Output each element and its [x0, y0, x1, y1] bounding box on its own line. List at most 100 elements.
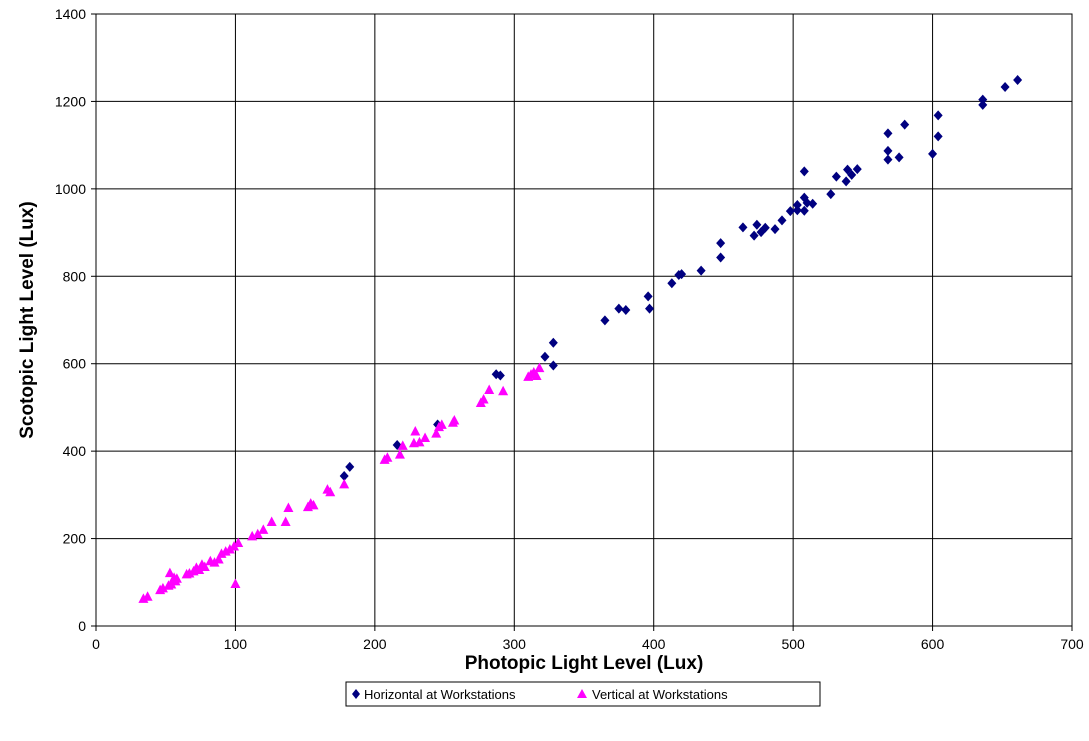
horizontal-data-point: [614, 303, 624, 314]
horizontal-data-point: [883, 145, 893, 156]
horizontal-data-point: [770, 224, 780, 235]
vertical-data-point: [280, 516, 291, 526]
vertical-data-point: [194, 564, 205, 575]
vertical-data-point: [420, 432, 431, 443]
y-tick-label: 1400: [55, 6, 86, 22]
horizontal-data-point: [1013, 75, 1023, 86]
horizontal-data-point: [777, 215, 787, 226]
vertical-data-point: [498, 385, 509, 396]
data-points: [138, 75, 1023, 603]
vertical-data-point: [209, 557, 220, 567]
horizontal-data-point: [883, 128, 893, 139]
horizontal-data-point: [339, 471, 349, 482]
x-tick-label: 200: [363, 636, 387, 652]
horizontal-data-point: [900, 119, 910, 130]
vertical-data-point: [199, 561, 210, 571]
vertical-data-point: [531, 370, 542, 380]
vertical-data-point: [478, 394, 489, 404]
horizontal-data-point: [600, 315, 610, 326]
horizontal-data-point: [677, 269, 687, 280]
horizontal-data-point: [621, 304, 631, 315]
vertical-data-point: [414, 436, 425, 447]
vertical-data-point: [397, 440, 408, 450]
vertical-data-point: [213, 554, 224, 564]
horizontal-data-point: [716, 238, 726, 249]
horizontal-data-point: [345, 461, 355, 472]
horizontal-data-point: [716, 252, 726, 263]
vertical-data-point: [339, 478, 350, 489]
y-tick-label: 1000: [55, 181, 86, 197]
vertical-data-point: [325, 486, 336, 497]
legend-label-horizontal: Horizontal at Workstations: [364, 687, 516, 702]
vertical-data-point: [534, 362, 545, 373]
horizontal-data-point: [808, 198, 818, 209]
vertical-data-point: [431, 428, 442, 438]
vertical-data-point: [171, 573, 182, 583]
vertical-data-point: [230, 578, 241, 589]
y-tick-label: 200: [63, 531, 87, 547]
horizontal-data-point: [548, 360, 558, 371]
horizontal-data-point: [933, 110, 943, 121]
horizontal-data-point: [799, 205, 809, 216]
vertical-data-point: [142, 591, 153, 601]
y-tick-label: 400: [63, 443, 87, 459]
horizontal-data-point: [738, 222, 748, 233]
legend-marker-horizontal: [352, 689, 360, 699]
vertical-data-point: [258, 524, 269, 534]
horizontal-data-point: [799, 166, 809, 177]
vertical-data-point: [224, 544, 235, 554]
x-tick-label: 400: [642, 636, 666, 652]
x-tick-label: 0: [92, 636, 100, 652]
plot-area-border: [95, 13, 1073, 627]
chart-legend: Horizontal at Workstations Vertical at W…: [345, 681, 821, 707]
horizontal-data-point: [933, 131, 943, 142]
vertical-data-point: [436, 419, 447, 429]
horizontal-data-point: [841, 176, 851, 187]
vertical-data-point: [394, 449, 405, 459]
vertical-data-point: [164, 567, 175, 578]
horizontal-data-point: [883, 154, 893, 165]
x-tick-label: 700: [1060, 636, 1084, 652]
y-tick-label: 1200: [55, 93, 86, 109]
vertical-data-point: [382, 452, 393, 462]
horizontal-data-point: [928, 148, 938, 159]
vertical-data-point: [410, 425, 421, 436]
horizontal-data-point: [847, 169, 857, 180]
vertical-data-point: [233, 537, 244, 547]
legend-marker-vertical: [577, 689, 587, 698]
x-tick-label: 500: [781, 636, 805, 652]
horizontal-data-point: [826, 189, 836, 200]
vertical-data-point: [449, 415, 460, 425]
vertical-data-point: [283, 502, 294, 512]
horizontal-data-point: [696, 265, 706, 276]
horizontal-data-point: [548, 337, 558, 348]
horizontal-data-point: [645, 303, 655, 314]
vertical-data-point: [157, 582, 168, 593]
horizontal-data-point: [667, 278, 677, 289]
horizontal-data-point: [643, 291, 653, 302]
horizontal-data-point: [792, 205, 802, 216]
tick-labels: 0 100 200 300 400 500 600 700 0 200 400 600 800 1000 1…: [55, 6, 1084, 652]
vertical-data-point: [484, 384, 495, 394]
x-tick-label: 300: [503, 636, 527, 652]
horizontal-data-point: [760, 222, 770, 233]
legend-label-vertical: Vertical at Workstations: [592, 687, 728, 702]
vertical-data-point: [266, 516, 277, 526]
horizontal-data-point: [1000, 82, 1010, 93]
x-axis-title: Photopic Light Level (Lux): [465, 653, 704, 674]
horizontal-data-point: [495, 370, 505, 381]
vertical-data-point: [166, 578, 177, 589]
horizontal-data-point: [802, 197, 812, 208]
horizontal-data-point: [540, 351, 550, 362]
horizontal-data-point: [978, 94, 988, 105]
horizontal-data-point: [852, 164, 862, 175]
y-tick-label: 600: [63, 356, 87, 372]
y-axis-title: Scotopic Light Level (Lux): [17, 201, 38, 439]
y-tick-label: 0: [78, 618, 86, 634]
vertical-data-point: [252, 528, 263, 539]
horizontal-data-point: [792, 200, 802, 211]
x-tick-label: 100: [224, 636, 248, 652]
horizontal-data-point: [978, 99, 988, 110]
